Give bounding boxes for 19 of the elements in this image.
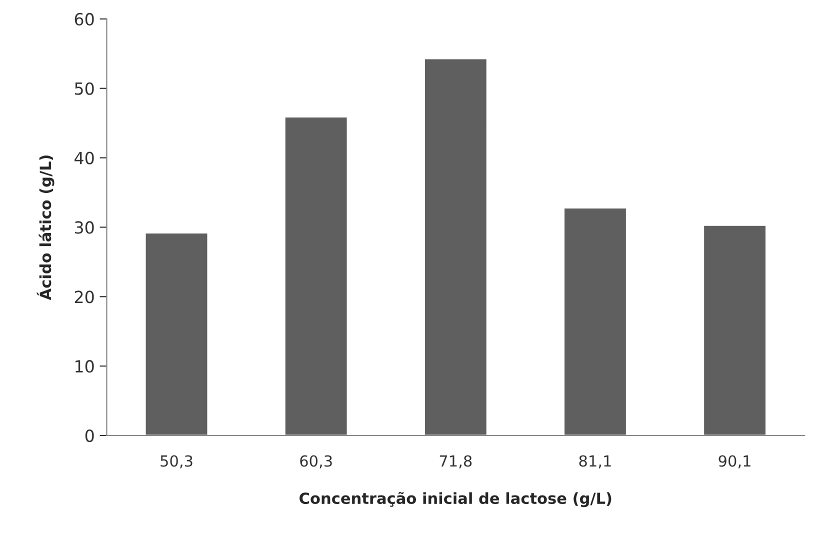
- bar: [563, 207, 628, 436]
- y-tick-label: 0: [85, 429, 94, 442]
- bar: [284, 116, 348, 436]
- bar: [144, 232, 209, 436]
- y-tick-label: 30: [74, 221, 94, 234]
- y-tick-label: 10: [76, 360, 94, 373]
- x-axis-title: Concentração inicial de lactose (g/L): [300, 492, 612, 508]
- x-tick-label: 71,8: [440, 455, 472, 468]
- x-tick-label: 90,1: [718, 455, 750, 468]
- y-tick-label: 50: [75, 82, 94, 95]
- bar: [424, 58, 488, 436]
- y-tick-label: 40: [74, 152, 94, 164]
- y-tick-label: 20: [74, 290, 94, 304]
- bar: [702, 224, 767, 436]
- x-tick-label: 81,1: [579, 455, 611, 468]
- x-tick-label: 60,3: [300, 455, 332, 468]
- y-tick-label: 60: [74, 12, 94, 26]
- y-axis-title: Ácido lático (g/L): [36, 156, 54, 300]
- x-tick-label: 50,3: [160, 455, 192, 468]
